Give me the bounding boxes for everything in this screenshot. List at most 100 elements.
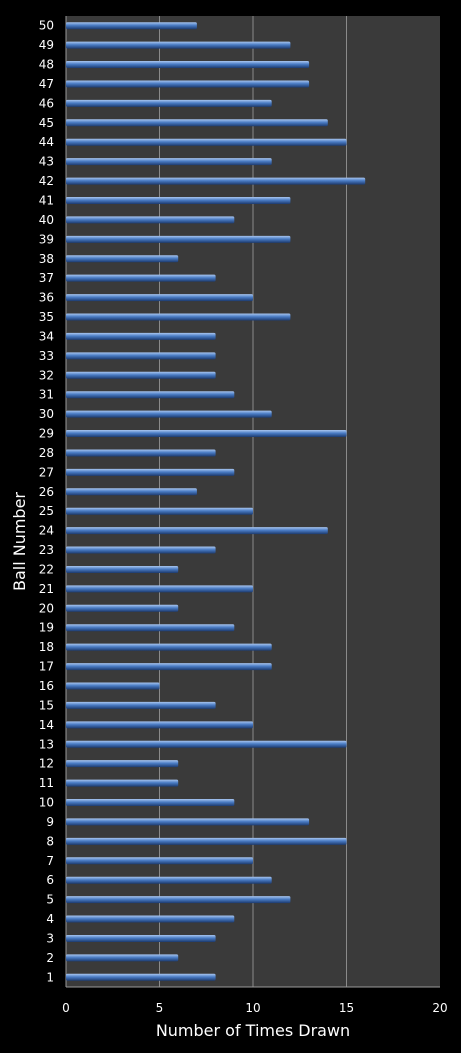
bar-ball-44	[66, 138, 347, 146]
y-tick-label: 6	[46, 873, 54, 887]
bar-ball-8	[66, 837, 347, 845]
y-tick-label: 24	[39, 524, 54, 538]
y-tick-label: 41	[39, 193, 54, 207]
bar-ball-42	[66, 177, 366, 185]
bar-ball-46	[66, 99, 272, 107]
y-tick-label: 42	[39, 174, 54, 188]
bar-ball-40	[66, 216, 235, 224]
bar-ball-29	[66, 430, 347, 438]
y-tick-label: 45	[39, 116, 54, 130]
bar-ball-3	[66, 934, 216, 942]
bar-ball-49	[66, 41, 291, 49]
y-tick-label: 7	[46, 854, 54, 868]
bar-ball-23	[66, 546, 216, 554]
bar-ball-32	[66, 371, 216, 379]
y-tick-label: 12	[39, 757, 54, 771]
y-tick-label: 29	[39, 427, 54, 441]
bar-ball-34	[66, 332, 216, 340]
y-tick-label: 15	[39, 698, 54, 712]
x-axis-title: Number of Times Drawn	[156, 1021, 350, 1040]
y-tick-label: 31	[39, 388, 54, 402]
bar-ball-33	[66, 352, 216, 360]
y-tick-label: 9	[46, 815, 54, 829]
bar-ball-17	[66, 663, 272, 671]
y-tick-label: 43	[39, 155, 54, 169]
y-tick-label: 28	[39, 446, 54, 460]
bar-ball-39	[66, 235, 291, 243]
y-tick-label: 33	[39, 349, 54, 363]
bar-ball-35	[66, 313, 291, 321]
y-tick-label: 20	[39, 601, 54, 615]
bar-ball-25	[66, 507, 253, 515]
bar-ball-11	[66, 779, 179, 787]
bar-ball-37	[66, 274, 216, 282]
bars	[66, 22, 366, 981]
bar-ball-12	[66, 760, 179, 768]
y-tick-label: 47	[39, 77, 54, 91]
y-tick-label: 22	[39, 562, 54, 576]
bar-ball-15	[66, 701, 216, 709]
bar-ball-36	[66, 294, 253, 302]
bar-ball-13	[66, 740, 347, 748]
bar-ball-24	[66, 527, 328, 535]
y-tick-labels: 1234567891011121314151617181920212223242…	[39, 19, 54, 985]
y-tick-label: 10	[39, 796, 54, 810]
y-tick-label: 34	[39, 329, 54, 343]
y-tick-label: 17	[39, 660, 54, 674]
y-tick-label: 14	[39, 718, 54, 732]
x-tick-label: 5	[156, 1001, 164, 1015]
bar-ball-50	[66, 22, 197, 30]
y-tick-label: 4	[46, 912, 54, 926]
bar-ball-2	[66, 954, 179, 962]
bar-ball-20	[66, 604, 179, 612]
y-tick-label: 39	[39, 232, 54, 246]
bar-ball-14	[66, 721, 253, 729]
bar-ball-38	[66, 255, 179, 263]
y-tick-label: 16	[39, 679, 54, 693]
y-tick-label: 38	[39, 252, 54, 266]
y-tick-label: 8	[46, 834, 54, 848]
bar-ball-48	[66, 61, 310, 69]
bar-ball-31	[66, 391, 235, 399]
x-tick-labels: 0 5 10 15 20	[62, 1001, 447, 1015]
bar-ball-4	[66, 915, 235, 923]
bar-ball-43	[66, 158, 272, 166]
bar-ball-18	[66, 643, 272, 651]
bar-ball-28	[66, 449, 216, 457]
y-tick-label: 49	[39, 38, 54, 52]
bar-ball-7	[66, 857, 253, 865]
y-tick-label: 3	[46, 931, 54, 945]
y-tick-label: 40	[39, 213, 54, 227]
bar-ball-16	[66, 682, 160, 690]
y-tick-label: 11	[39, 776, 54, 790]
x-tick-label: 15	[339, 1001, 354, 1015]
y-tick-label: 2	[46, 951, 54, 965]
y-tick-label: 18	[39, 640, 54, 654]
y-tick-label: 21	[39, 582, 54, 596]
y-tick-label: 50	[39, 19, 54, 33]
y-tick-label: 36	[39, 291, 54, 305]
y-tick-label: 46	[39, 96, 54, 110]
x-tick-label: 0	[62, 1001, 70, 1015]
bar-ball-19	[66, 624, 235, 632]
y-tick-label: 27	[39, 465, 54, 479]
y-axis-title: Ball Number	[10, 492, 29, 591]
y-tick-label: 1	[46, 970, 54, 984]
bar-ball-1	[66, 973, 216, 981]
bar-ball-6	[66, 876, 272, 884]
y-tick-label: 5	[46, 893, 54, 907]
y-tick-label: 35	[39, 310, 54, 324]
bar-ball-10	[66, 799, 235, 807]
y-tick-label: 30	[39, 407, 54, 421]
bar-ball-26	[66, 488, 197, 496]
y-tick-label: 44	[39, 135, 54, 149]
y-tick-label: 13	[39, 737, 54, 751]
y-tick-label: 37	[39, 271, 54, 285]
bar-ball-9	[66, 818, 310, 826]
y-tick-label: 19	[39, 621, 54, 635]
y-tick-label: 32	[39, 368, 54, 382]
bar-ball-30	[66, 410, 272, 418]
bar-ball-27	[66, 468, 235, 476]
bar-ball-47	[66, 80, 310, 88]
bar-ball-21	[66, 585, 253, 593]
